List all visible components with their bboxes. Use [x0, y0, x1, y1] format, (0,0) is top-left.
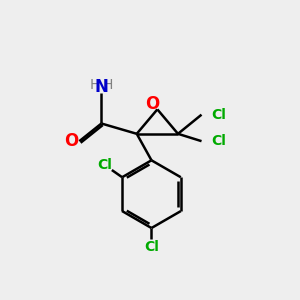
Text: Cl: Cl [211, 108, 226, 122]
Text: O: O [64, 132, 78, 150]
Text: Cl: Cl [211, 134, 226, 148]
Text: Cl: Cl [98, 158, 112, 172]
Text: N: N [94, 78, 108, 96]
Text: Cl: Cl [144, 240, 159, 254]
Text: H: H [90, 78, 100, 92]
Text: O: O [145, 95, 159, 113]
Text: H: H [103, 78, 113, 92]
